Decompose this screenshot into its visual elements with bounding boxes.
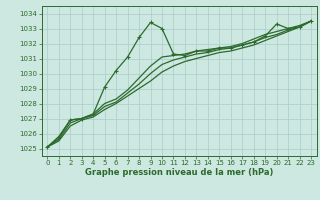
X-axis label: Graphe pression niveau de la mer (hPa): Graphe pression niveau de la mer (hPa) bbox=[85, 168, 273, 177]
